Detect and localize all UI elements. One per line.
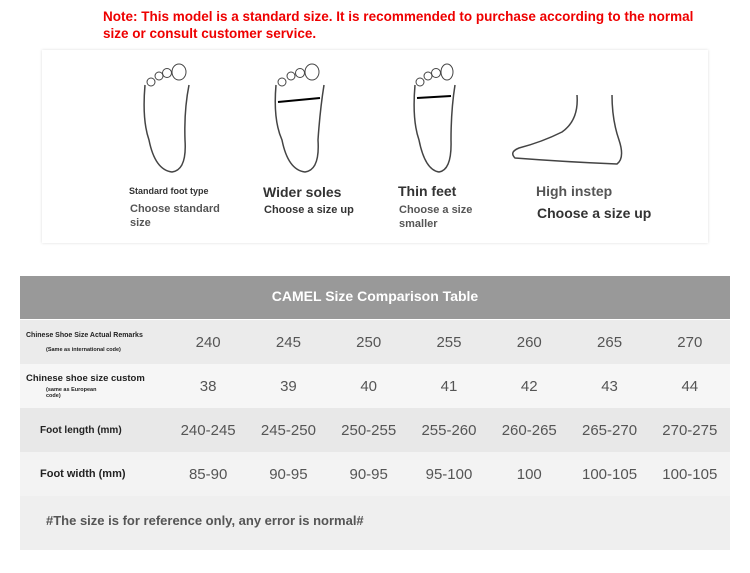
foot-type-advice: Choose a size smaller xyxy=(399,204,473,230)
table-cell: 245 xyxy=(275,333,301,351)
table-row: Foot width (mm) 85-90 90-95 90-95 95-100 100… xyxy=(20,452,730,496)
foot-type-advice: Choose a size up xyxy=(537,205,652,221)
table-cell: 270-275 xyxy=(662,421,718,439)
table-cell: 245-250 xyxy=(260,421,316,439)
foot-type-advice: Choose standard size xyxy=(130,203,220,229)
table-cell: 100-105 xyxy=(582,465,638,483)
size-note: Note: This model is a standard size. It … xyxy=(103,9,694,41)
table-cell: 255 xyxy=(436,333,462,351)
table-cell: 260 xyxy=(516,333,542,351)
wide-foot-icon xyxy=(274,63,325,173)
table-title: CAMEL Size Comparison Table xyxy=(20,276,730,319)
row-label: Foot width (mm) xyxy=(40,468,126,480)
table-cell: 38 xyxy=(199,377,217,395)
foot-type-title: High instep xyxy=(536,183,613,199)
table-cell: 95-100 xyxy=(425,465,473,483)
table-cell: 40 xyxy=(360,377,378,395)
table-cell: 250-255 xyxy=(341,421,397,439)
foot-type-advice: Choose a size up xyxy=(264,204,354,216)
table-cell: 260-265 xyxy=(501,421,557,439)
high-instep-foot-icon xyxy=(512,94,623,165)
table-cell: 44 xyxy=(681,377,699,395)
row-sublabel: (Same as international code) xyxy=(46,346,121,353)
table-row: Chinese Shoe Size Actual Remarks (Same as… xyxy=(20,320,730,364)
table-cell: 265-270 xyxy=(582,421,638,439)
table-row: Foot length (mm) 240-245 245-250 250-255 25… xyxy=(20,408,730,452)
table-footnote: #The size is for reference only, any err… xyxy=(20,496,730,550)
thin-foot-icon xyxy=(413,63,456,173)
standard-foot-icon xyxy=(143,63,190,173)
foot-type-title: Wider soles xyxy=(263,184,342,200)
table-cell: 255-260 xyxy=(421,421,477,439)
foot-type-title: Thin feet xyxy=(398,183,457,199)
table-cell: 100 xyxy=(516,465,542,483)
foot-type-guide: Standard foot type Choose standard size … xyxy=(42,50,708,243)
table-cell: 90-95 xyxy=(349,465,388,483)
row-sublabel: (same as European code) xyxy=(46,387,97,399)
table-cell: 250 xyxy=(356,333,382,351)
table-cell: 85-90 xyxy=(188,465,228,483)
table-cell: 240 xyxy=(195,333,221,351)
table-row: Chinese shoe size custom (same as Europea… xyxy=(20,364,730,408)
size-comparison-table: CAMEL Size Comparison Table Chinese Shoe… xyxy=(20,276,730,550)
row-label: Chinese shoe size custom xyxy=(26,373,145,384)
table-cell: 43 xyxy=(601,377,618,395)
table-cell: 240-245 xyxy=(180,421,236,439)
foot-type-title: Standard foot type xyxy=(129,186,209,196)
table-cell: 100-105 xyxy=(662,465,718,483)
table-cell: 265 xyxy=(597,333,623,351)
table-cell: 90-95 xyxy=(269,465,308,483)
table-cell: 41 xyxy=(440,377,458,395)
row-label: Foot length (mm) xyxy=(40,424,122,436)
table-cell: 42 xyxy=(520,377,538,395)
row-label: Chinese Shoe Size Actual Remarks xyxy=(26,331,143,339)
table-cell: 270 xyxy=(677,333,703,351)
table-cell: 39 xyxy=(280,377,297,395)
